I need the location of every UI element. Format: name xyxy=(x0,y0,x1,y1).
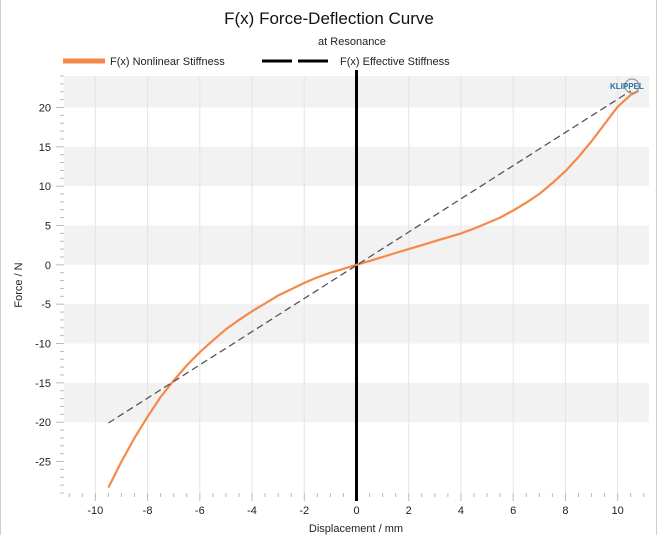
chart-title: F(x) Force-Deflection Curve xyxy=(224,9,434,28)
legend-label-nonlinear: F(x) Nonlinear Stiffness xyxy=(110,56,225,68)
y-tick-label: 15 xyxy=(39,142,51,154)
y-tick-label: 10 xyxy=(39,181,51,193)
legend-label-effective: F(x) Effective Stiffness xyxy=(340,56,450,68)
y-tick-label: -5 xyxy=(41,299,51,311)
x-tick-label: 6 xyxy=(510,505,516,517)
y-tick-label: -15 xyxy=(35,378,51,390)
x-tick-label: -10 xyxy=(87,505,103,517)
x-tick-labels: -10 -8 -6 -4 -2 0 2 4 6 8 10 xyxy=(87,505,623,517)
x-tick-label: 4 xyxy=(458,505,464,517)
x-tick-label: -4 xyxy=(247,505,257,517)
chart-subtitle: at Resonance xyxy=(318,36,386,48)
x-tick-label: 2 xyxy=(406,505,412,517)
y-tick-label: 20 xyxy=(39,102,51,114)
legend: F(x) Nonlinear Stiffness F(x) Effective … xyxy=(63,56,450,68)
series-lines xyxy=(107,70,640,501)
x-tick-label: -8 xyxy=(143,505,153,517)
y-tick-label: 0 xyxy=(45,260,51,272)
nonlinear-stiffness-line xyxy=(107,89,640,488)
klippel-logo: KLIPPEL xyxy=(610,78,644,94)
x-tick-label: -6 xyxy=(195,505,205,517)
y-axis-label: Force / N xyxy=(13,262,25,307)
x-tick-label: -2 xyxy=(299,505,309,517)
y-tick-label: 5 xyxy=(45,220,51,232)
y-tick-label: -10 xyxy=(35,339,51,351)
x-axis-label: Displacement / mm xyxy=(309,523,403,535)
svg-text:KLIPPEL: KLIPPEL xyxy=(610,82,644,91)
y-tick-label: -20 xyxy=(35,417,51,429)
effective-stiffness-line xyxy=(108,90,632,424)
axis-ticks xyxy=(56,75,645,501)
x-tick-label: 8 xyxy=(562,505,568,517)
y-tick-labels: 20 15 10 5 0 -5 -10 -15 -20 -25 xyxy=(35,102,51,468)
y-tick-label: -25 xyxy=(35,457,51,469)
x-tick-label: 0 xyxy=(353,505,359,517)
x-tick-label: 10 xyxy=(612,505,624,517)
